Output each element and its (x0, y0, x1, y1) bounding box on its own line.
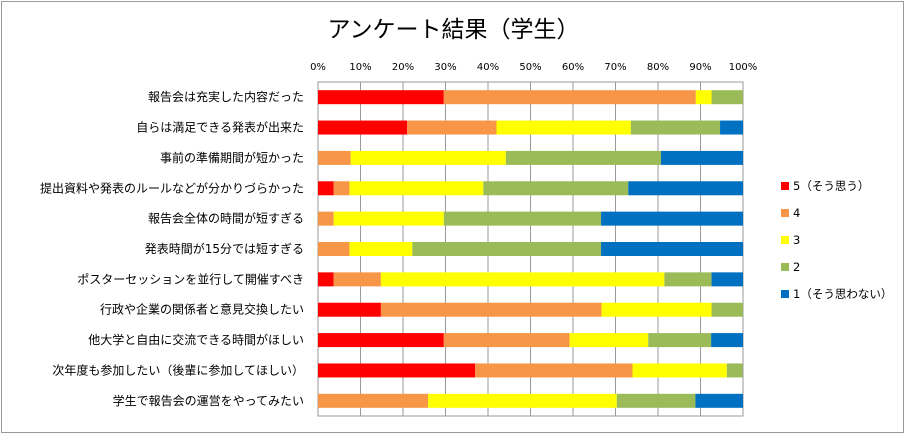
x-tick-label: 10% (349, 62, 371, 73)
category-label: 他大学と自由に交流できる時間がほしい (88, 332, 304, 347)
bar-segment (318, 90, 444, 105)
bar-segment (428, 393, 617, 408)
category-label: 行政や企業の関係者と意見交換したい (100, 302, 304, 317)
legend-swatch (781, 290, 789, 298)
bar-segment (601, 242, 743, 256)
bar-segment (412, 242, 602, 256)
bar-segment (601, 302, 712, 317)
x-tick-label: 80% (647, 62, 669, 73)
bar-segment (333, 211, 444, 226)
bar-segment (660, 150, 743, 165)
bar-segment (318, 150, 351, 165)
x-tick-label: 70% (604, 62, 626, 73)
bar-segment (318, 242, 350, 256)
category-label: 報告会は充実した内容だった (148, 89, 304, 104)
bar-segment (318, 393, 429, 408)
bar-segment (380, 272, 665, 287)
x-tick-label: 90% (689, 62, 711, 73)
bar-segment (711, 90, 743, 105)
category-label: 自らは満足できる発表が出来た (136, 120, 304, 135)
bar-segment (695, 393, 743, 408)
bar-segment (318, 120, 408, 135)
bar-segment (726, 363, 743, 378)
legend-label: 1（そう思わない） (793, 287, 892, 301)
bar-segment (333, 181, 350, 196)
bar-segment (318, 302, 381, 317)
x-tick-label: 50% (519, 62, 541, 73)
legend-label: 3 (793, 233, 800, 247)
bar-segment (318, 181, 334, 196)
bar-segment (318, 333, 444, 348)
category-label: ポスターセッションを並行して開催すべき (77, 272, 304, 286)
legend-swatch (781, 182, 789, 190)
bar-segment (349, 181, 484, 196)
bar-segment (318, 272, 334, 287)
category-label: 学生で報告会の運営をやってみたい (113, 393, 304, 408)
bar-segment (475, 363, 633, 378)
bar-segment (664, 272, 712, 287)
bar-segment (333, 272, 381, 287)
bar-segment (380, 302, 602, 317)
x-tick-label: 100% (729, 62, 758, 73)
legend-label: 4 (793, 206, 800, 220)
bar-segment (496, 120, 631, 135)
legend-swatch (781, 236, 789, 244)
bar-segment (711, 333, 743, 348)
bar-segment (505, 150, 661, 165)
bar-segment (632, 363, 727, 378)
bar-segment (443, 333, 570, 348)
bar-segment (711, 272, 743, 287)
legend-label: 5（そう思う） (793, 179, 869, 193)
bar-segment (350, 150, 506, 165)
chart-title: アンケート結果（学生） (327, 17, 580, 43)
x-tick-label: 0% (310, 62, 326, 73)
x-tick-label: 20% (392, 62, 414, 73)
legend-swatch (781, 209, 789, 217)
bar-segment (601, 211, 743, 226)
bar-segment (720, 120, 743, 135)
bar-segment (443, 211, 602, 226)
category-label: 報告会全体の時間が短すぎる (148, 211, 304, 226)
bar-segment (628, 181, 743, 196)
legend-swatch (781, 263, 789, 271)
category-label: 発表時間が15分では短すぎる (145, 241, 304, 256)
bar-segment (443, 90, 696, 105)
bar-segment (318, 211, 334, 226)
bar-segment (483, 181, 629, 196)
bar-segment (349, 242, 413, 256)
bar-segment (318, 363, 476, 378)
category-label: 事前の準備期間が短かった (160, 150, 304, 165)
x-tick-label: 60% (562, 62, 584, 73)
bar-segment (630, 120, 721, 135)
category-label: 次年度も参加したい（後輩に参加してほしい） (52, 362, 304, 377)
x-tick-label: 30% (434, 62, 456, 73)
category-label: 提出資料や発表のルールなどが分かりづらかった (40, 180, 304, 195)
bar-segment (569, 333, 649, 348)
legend-label: 2 (793, 260, 800, 274)
bar-segment (648, 333, 712, 348)
bar-segment (711, 302, 743, 317)
bar-segment (616, 393, 696, 408)
bar-segment (695, 90, 712, 105)
x-tick-label: 40% (477, 62, 499, 73)
bar-segment (407, 120, 497, 135)
